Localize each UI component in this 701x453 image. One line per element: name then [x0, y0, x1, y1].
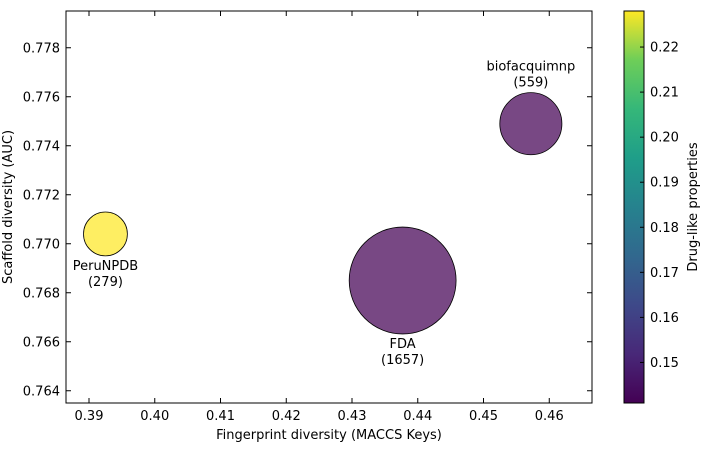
bubble-fda [348, 226, 457, 335]
bubble-label-perunpdb-count: (279) [88, 275, 123, 290]
bubble-label-biofacquimnp-name: biofacquimnp [486, 60, 575, 75]
y-axis-label: Scaffold diversity (AUC) [1, 130, 16, 284]
y-tick-label: 0.774 [23, 139, 60, 154]
colorbar-tick-label: 0.19 [650, 176, 679, 191]
colorbar: 0.15 0.16 0.17 0.18 0.19 0.20 0.21 0.22 [623, 10, 679, 404]
y-tick-label: 0.778 [23, 41, 60, 56]
colorbar-tick-label: 0.22 [650, 41, 679, 56]
bubble-biofacquimnp [499, 92, 563, 156]
y-tick-label: 0.772 [23, 188, 60, 203]
x-tick-label: 0.45 [469, 409, 498, 424]
x-axis-label: Fingerprint diversity (MACCS Keys) [216, 428, 442, 443]
plot-frame [65, 10, 593, 404]
colorbar-tick-label: 0.18 [650, 221, 679, 236]
plot-area: PeruNPDB(279) FDA(1657) biofacquimnp(559) 0… [23, 10, 593, 424]
y-tick-label: 0.776 [23, 90, 60, 105]
y-tick-label: 0.770 [23, 237, 60, 252]
colorbar-tick-label: 0.17 [650, 266, 679, 281]
bubble-label-fda-count: (1657) [381, 353, 424, 368]
colorbar-label: Drug-like properties [686, 142, 701, 272]
x-tick-label: 0.44 [403, 409, 432, 424]
colorbar-tick-label: 0.15 [650, 356, 679, 371]
bubble-perunpdb [83, 211, 128, 257]
colorbar-gradient [623, 10, 645, 404]
y-tick-label: 0.764 [23, 384, 60, 399]
y-tick-label: 0.768 [23, 286, 60, 301]
bubble-label-fda-name: FDA [390, 337, 416, 352]
bubble-label-biofacquimnp-count: (559) [513, 76, 548, 91]
x-tick-label: 0.39 [75, 409, 104, 424]
x-tick-label: 0.41 [206, 409, 235, 424]
x-tick-label: 0.42 [272, 409, 301, 424]
colorbar-tick-label: 0.16 [650, 311, 679, 326]
colorbar-tick-label: 0.20 [650, 131, 679, 146]
y-tick-label: 0.766 [23, 335, 60, 350]
colorbar-tick-label: 0.21 [650, 86, 679, 101]
x-tick-label: 0.46 [535, 409, 564, 424]
bubble-label-perunpdb-name: PeruNPDB [73, 259, 138, 274]
x-tick-label: 0.40 [140, 409, 169, 424]
x-tick-label: 0.43 [338, 409, 367, 424]
